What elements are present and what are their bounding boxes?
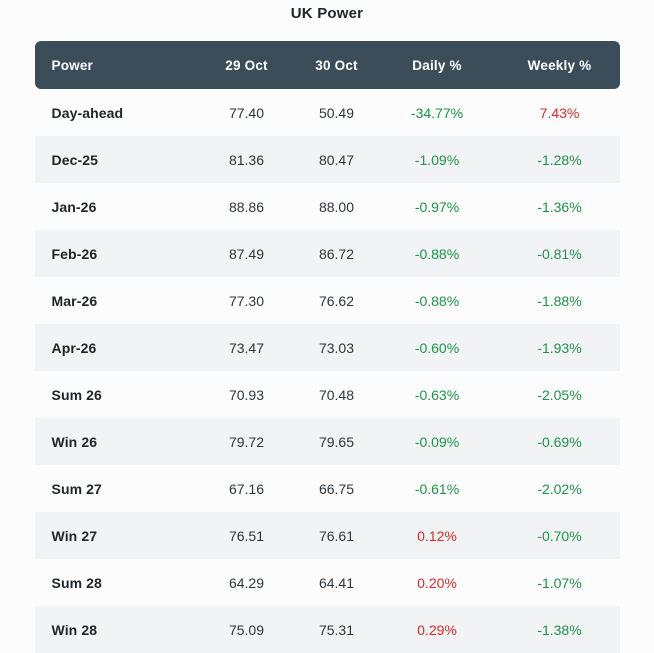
daily-pct: -0.88% [414, 292, 460, 309]
daily-pct: -0.88% [374, 230, 500, 277]
price-29oct: 70.93 [228, 386, 265, 403]
weekly-pct: -1.38% [499, 606, 620, 653]
price-29oct: 75.09 [194, 606, 299, 653]
daily-pct: 0.12% [374, 512, 500, 559]
daily-pct: -0.60% [374, 324, 500, 371]
header-cell-weekly-pct: Weekly % [499, 41, 620, 89]
weekly-pct: -1.88% [537, 292, 582, 309]
table-row: Dec-25 81.36 80.47 -1.09% -1.28% [34, 136, 620, 183]
weekly-pct: -2.02% [537, 480, 582, 497]
row-label: Dec-25 [34, 136, 195, 183]
weekly-pct: -1.28% [499, 136, 620, 183]
table-row: Feb-26 87.49 86.72 -0.88% -0.81% [34, 230, 620, 277]
weekly-pct: -0.81% [499, 230, 620, 277]
table-row: Sum 26 70.93 70.48 -0.63% -2.05% [35, 371, 620, 418]
row-label: Mar-26 [51, 292, 98, 309]
table-row: Sum 28 64.29 64.41 0.20% -1.07% [35, 559, 620, 606]
table-body: Day-ahead 77.40 50.49 -34.77% 7.43% Dec-… [34, 89, 620, 653]
table-header: Power 29 Oct 30 Oct Daily % Weekly % [34, 41, 620, 89]
price-30oct: 73.03 [298, 324, 375, 371]
row-label: Jan-26 [51, 198, 97, 215]
price-30oct: 70.48 [318, 386, 355, 403]
row-label: Win 27 [34, 512, 195, 559]
daily-pct: 0.20% [417, 574, 457, 591]
header-cell-power: Power [34, 41, 195, 89]
daily-pct: 0.29% [374, 606, 500, 653]
price-30oct: 76.62 [318, 292, 355, 309]
row-label: Sum 27 [51, 480, 102, 497]
price-29oct: 64.29 [228, 574, 265, 591]
page-title: UK Power [290, 5, 364, 22]
table-row: Win 27 76.51 76.61 0.12% -0.70% [34, 512, 620, 559]
price-30oct: 75.31 [298, 606, 375, 653]
row-label: Sum 28 [51, 574, 102, 591]
daily-pct: -34.77% [410, 104, 464, 121]
header-cell-30oct: 30 Oct [298, 41, 375, 89]
price-29oct: 87.49 [194, 230, 299, 277]
price-30oct: 50.49 [318, 104, 355, 121]
table-row: Win 28 75.09 75.31 0.29% -1.38% [34, 606, 620, 653]
header-row: Power 29 Oct 30 Oct Daily % Weekly % [34, 41, 620, 89]
price-29oct: 76.51 [194, 512, 299, 559]
price-29oct: 67.16 [228, 480, 265, 497]
row-label: Day-ahead [51, 104, 124, 121]
price-29oct: 77.40 [228, 104, 265, 121]
price-29oct: 88.86 [228, 198, 265, 215]
weekly-pct: -1.93% [499, 324, 620, 371]
weekly-pct: -1.36% [537, 198, 582, 215]
price-29oct: 77.30 [228, 292, 265, 309]
daily-pct: -1.09% [374, 136, 500, 183]
row-label: Apr-26 [34, 324, 195, 371]
price-30oct: 80.47 [298, 136, 375, 183]
price-30oct: 76.61 [298, 512, 375, 559]
price-30oct: 88.00 [318, 198, 355, 215]
table-row: Win 26 79.72 79.65 -0.09% -0.69% [34, 418, 620, 465]
weekly-pct: -0.70% [499, 512, 620, 559]
price-29oct: 81.36 [194, 136, 299, 183]
daily-pct: -0.61% [414, 480, 460, 497]
weekly-pct: -1.07% [537, 574, 582, 591]
table-row: Day-ahead 77.40 50.49 -34.77% 7.43% [35, 89, 620, 136]
price-29oct: 73.47 [194, 324, 299, 371]
table-row: Apr-26 73.47 73.03 -0.60% -1.93% [34, 324, 620, 371]
weekly-pct: -2.05% [537, 386, 582, 403]
table-row: Jan-26 88.86 88.00 -0.97% -1.36% [35, 183, 620, 230]
table-row: Sum 27 67.16 66.75 -0.61% -2.02% [35, 465, 620, 512]
price-30oct: 66.75 [318, 480, 355, 497]
weekly-pct: 7.43% [539, 104, 580, 121]
daily-pct: -0.09% [374, 418, 500, 465]
price-30oct: 79.65 [298, 418, 375, 465]
daily-pct: -0.97% [414, 198, 460, 215]
price-30oct: 64.41 [318, 574, 355, 591]
row-label: Feb-26 [34, 230, 195, 277]
table-row: Mar-26 77.30 76.62 -0.88% -1.88% [35, 277, 620, 324]
row-label: Sum 26 [51, 386, 102, 403]
price-30oct: 86.72 [298, 230, 375, 277]
header-cell-29oct: 29 Oct [194, 41, 299, 89]
power-price-table: Power 29 Oct 30 Oct Daily % Weekly % Day… [34, 41, 620, 653]
row-label: Win 28 [34, 606, 195, 653]
price-29oct: 79.72 [194, 418, 299, 465]
row-label: Win 26 [34, 418, 195, 465]
weekly-pct: -0.69% [499, 418, 620, 465]
daily-pct: -0.63% [414, 386, 460, 403]
header-cell-daily-pct: Daily % [374, 41, 500, 89]
